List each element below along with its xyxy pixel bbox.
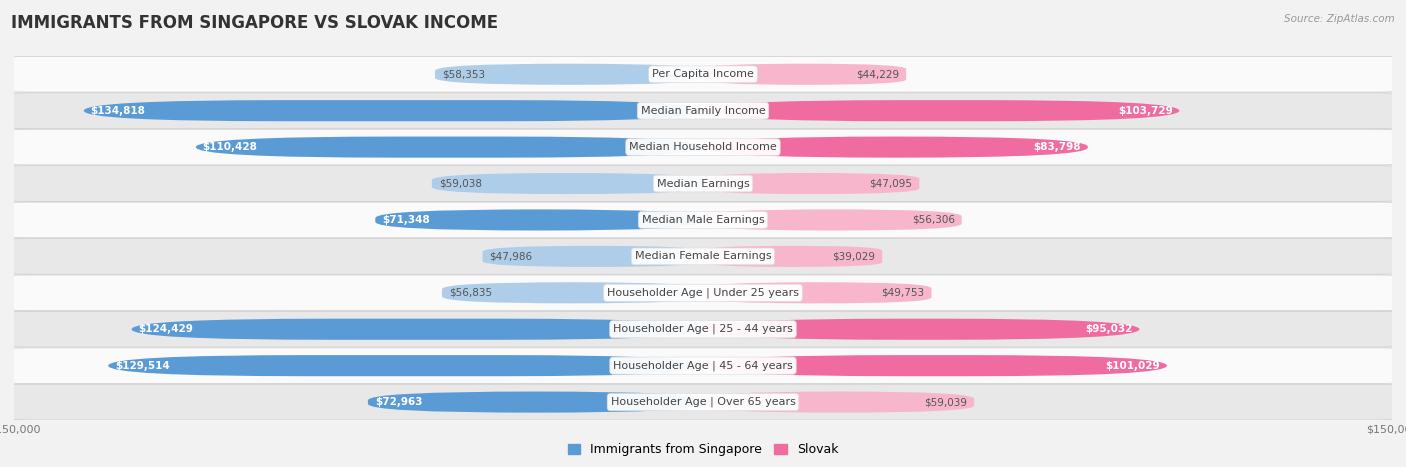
Text: $47,095: $47,095 [869,178,912,189]
FancyBboxPatch shape [7,202,1399,238]
FancyBboxPatch shape [7,129,1399,165]
Text: $56,306: $56,306 [911,215,955,225]
Text: Source: ZipAtlas.com: Source: ZipAtlas.com [1284,14,1395,24]
FancyBboxPatch shape [703,391,974,413]
Text: Median Male Earnings: Median Male Earnings [641,215,765,225]
Text: $129,514: $129,514 [115,361,170,371]
FancyBboxPatch shape [375,209,703,231]
Text: IMMIGRANTS FROM SINGAPORE VS SLOVAK INCOME: IMMIGRANTS FROM SINGAPORE VS SLOVAK INCO… [11,14,498,32]
FancyBboxPatch shape [7,239,1399,274]
FancyBboxPatch shape [434,64,703,85]
FancyBboxPatch shape [7,311,1399,347]
FancyBboxPatch shape [703,282,932,304]
Text: $59,038: $59,038 [439,178,482,189]
FancyBboxPatch shape [132,318,703,340]
Text: $58,353: $58,353 [441,69,485,79]
Text: $39,029: $39,029 [832,251,876,262]
FancyBboxPatch shape [7,93,1399,128]
Text: Householder Age | Under 25 years: Householder Age | Under 25 years [607,288,799,298]
Text: Householder Age | 45 - 64 years: Householder Age | 45 - 64 years [613,361,793,371]
Text: Median Female Earnings: Median Female Earnings [634,251,772,262]
FancyBboxPatch shape [703,64,905,85]
Text: $95,032: $95,032 [1085,324,1133,334]
FancyBboxPatch shape [7,348,1399,383]
FancyBboxPatch shape [703,100,1180,121]
FancyBboxPatch shape [368,391,703,413]
Text: Median Household Income: Median Household Income [628,142,778,152]
FancyBboxPatch shape [441,282,703,304]
Text: $134,818: $134,818 [90,106,146,116]
Text: $110,428: $110,428 [202,142,257,152]
FancyBboxPatch shape [482,246,703,267]
FancyBboxPatch shape [195,136,703,158]
Text: $72,963: $72,963 [375,397,422,407]
Text: $83,798: $83,798 [1033,142,1081,152]
FancyBboxPatch shape [703,246,882,267]
Text: $71,348: $71,348 [382,215,430,225]
Text: Median Earnings: Median Earnings [657,178,749,189]
FancyBboxPatch shape [703,318,1139,340]
Text: Householder Age | 25 - 44 years: Householder Age | 25 - 44 years [613,324,793,334]
Text: Householder Age | Over 65 years: Householder Age | Over 65 years [610,397,796,407]
FancyBboxPatch shape [703,136,1088,158]
FancyBboxPatch shape [7,275,1399,311]
FancyBboxPatch shape [7,384,1399,420]
Text: $49,753: $49,753 [882,288,925,298]
Text: $44,229: $44,229 [856,69,900,79]
Text: $47,986: $47,986 [489,251,533,262]
Text: Median Family Income: Median Family Income [641,106,765,116]
FancyBboxPatch shape [7,57,1399,92]
FancyBboxPatch shape [703,173,920,194]
Text: $56,835: $56,835 [449,288,492,298]
FancyBboxPatch shape [108,355,703,376]
Text: $101,029: $101,029 [1105,361,1160,371]
FancyBboxPatch shape [84,100,703,121]
FancyBboxPatch shape [703,355,1167,376]
FancyBboxPatch shape [7,166,1399,201]
Text: $124,429: $124,429 [138,324,193,334]
Text: Per Capita Income: Per Capita Income [652,69,754,79]
Text: $103,729: $103,729 [1118,106,1173,116]
FancyBboxPatch shape [432,173,703,194]
Legend: Immigrants from Singapore, Slovak: Immigrants from Singapore, Slovak [562,439,844,461]
Text: $59,039: $59,039 [924,397,967,407]
FancyBboxPatch shape [703,209,962,231]
